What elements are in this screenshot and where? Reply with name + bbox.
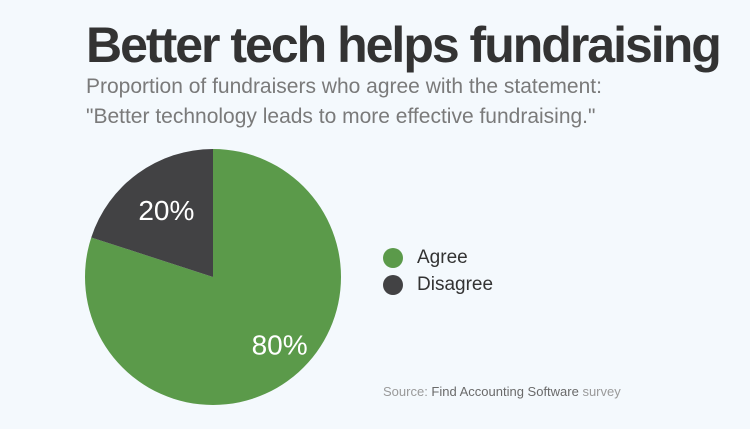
chart-subtitle: Proportion of fundraisers who agree with… bbox=[86, 72, 706, 132]
source-prefix: Source: bbox=[383, 384, 432, 399]
subtitle-line-2: "Better technology leads to more effecti… bbox=[86, 105, 596, 128]
legend-item-disagree: Disagree bbox=[383, 271, 603, 298]
pie-label-agree: 80% bbox=[252, 329, 308, 360]
legend-swatch-agree bbox=[383, 247, 403, 268]
pie-slice-disagree bbox=[91, 149, 213, 277]
chart-legend: Agree Disagree bbox=[383, 244, 603, 298]
subtitle-line-1: Proportion of fundraisers who agree with… bbox=[86, 75, 602, 98]
source-name: Find Accounting Software bbox=[431, 384, 579, 399]
legend-swatch-disagree bbox=[383, 274, 403, 295]
source-suffix: survey bbox=[578, 384, 621, 399]
source-note: Source: Find Accounting Software survey bbox=[383, 384, 621, 399]
legend-label-agree: Agree bbox=[417, 246, 468, 268]
pie-label-disagree: 20% bbox=[138, 195, 194, 226]
legend-item-agree: Agree bbox=[383, 244, 603, 271]
chart-title: Better tech helps fundraising bbox=[86, 17, 722, 73]
legend-label-disagree: Disagree bbox=[417, 273, 494, 295]
